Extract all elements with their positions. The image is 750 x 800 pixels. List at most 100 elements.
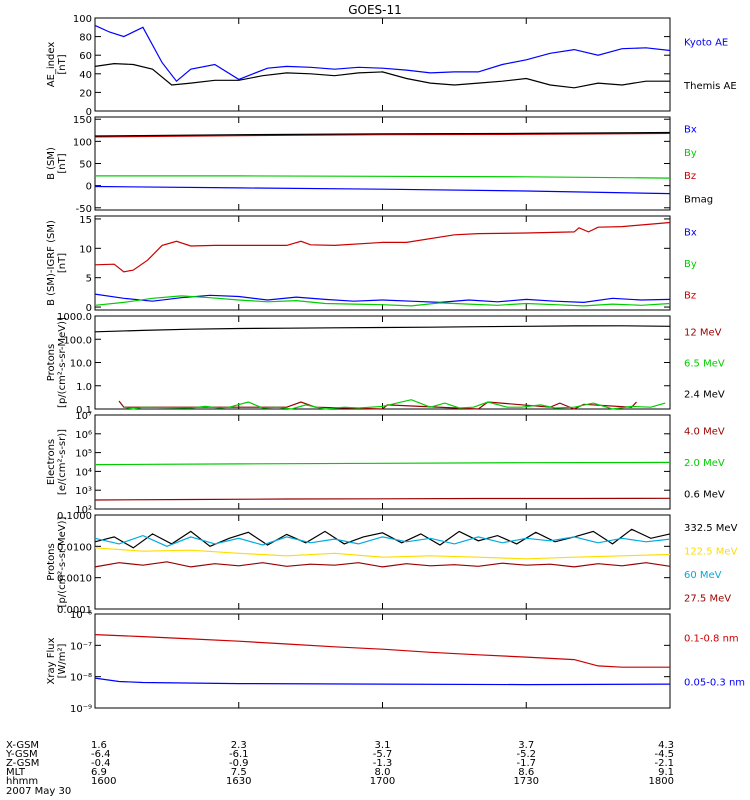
legend-entry: Bmag [684,194,713,205]
y-tick-label: 40 [79,70,92,81]
legend-entry: 332.5 MeV [684,523,738,534]
y-tick-label: 100 [73,14,92,25]
x-tick-label: -4.5 [654,749,674,760]
x-row-label: MLT [6,767,26,778]
y-tick-label: 0.0010 [57,574,92,585]
x-row-label: Z-GSM [6,758,39,769]
y-tick-label: 10 [79,244,92,255]
y-tick-label: 10⁶ [75,430,92,441]
x-tick-label: 4.3 [658,740,674,751]
legend-entry: 60 MeV [684,570,722,581]
x-tick-label: 1630 [226,776,251,787]
series-line [94,62,670,89]
y-axis-label: Electrons [46,439,57,485]
y-tick-label: 0.0001 [57,605,92,616]
x-row-label: X-GSM [6,740,39,751]
x-tick-label: -6.1 [229,749,249,760]
y-axis-unit: [nT] [57,54,68,74]
legend-entry: 4.0 MeV [684,427,725,438]
legend-entry: 27.5 MeV [684,593,731,604]
y-axis-unit: [nT] [57,253,68,273]
x-tick-label: 1.6 [91,740,107,751]
y-tick-label: 10² [75,505,92,516]
legend-entry: By [684,148,697,159]
y-tick-label: 10⁻⁶ [70,610,92,621]
series-line [94,132,671,138]
x-tick-label: -6.4 [91,749,111,760]
y-tick-label: 0 [86,303,92,314]
series-line [94,497,671,501]
series-line [94,185,671,195]
x-row-label: hhmm [6,776,38,787]
y-tick-label: 100 [73,137,92,148]
x-tick-label: 9.1 [658,767,674,778]
y-tick-label: -50 [76,204,92,215]
x-tick-label: -2.1 [654,758,674,769]
series-line [94,295,671,307]
legend-entry: By [684,259,697,270]
x-tick-label: 6.9 [91,767,107,778]
legend-entry: Kyoto AE [684,37,728,48]
legend-entry: 0.6 MeV [684,489,725,500]
legend-entry: 0.1-0.8 nm [684,634,739,645]
series-line [123,399,666,410]
y-axis-unit: [nT] [57,153,68,173]
y-tick-label: 60 [79,51,92,62]
legend-entry: 2.4 MeV [684,390,725,401]
series-line [94,325,671,333]
panel-1: 0 20 40 60 80 100 AE_index [nT] Kyoto AE Themis A… [46,14,737,118]
y-axis-label: AE_index [46,42,57,88]
y-tick-label: 1000.0 [57,312,92,323]
series-line [94,677,671,686]
legend-entry: 12 MeV [684,328,722,339]
date-label: 2007 May 30 [6,786,71,797]
series-line [94,534,671,547]
series-line [95,175,671,179]
y-axis-unit: [p/(cm²-s-sr-MeV)] [57,317,68,408]
x-tick-label: -1.7 [516,758,536,769]
series-line [94,561,671,568]
series-line [94,634,670,668]
y-axis-label: B (SM)-IGRF (SM) [46,220,57,306]
y-tick-label: 100.0 [63,335,92,346]
plot-title: GOES-11 [348,3,402,17]
x-tick-label: 1700 [370,776,395,787]
series-line [94,221,671,273]
y-tick-label: 20 [79,88,92,99]
x-tick-label: -0.9 [229,758,249,769]
panel-frame [94,514,671,610]
panel-5: 10² 10³ 10⁴ 10⁵ 10⁶ 10⁷ Electrons [e/(cm²-s-sr)… [46,411,725,516]
x-tick-label: 1800 [649,776,674,787]
y-axis-label: Protons [46,344,57,381]
x-tick-label: -1.3 [373,758,393,769]
x-tick-label: -5.2 [516,749,536,760]
y-tick-label: 10⁷ [75,411,92,422]
y-tick-label: 10.0 [70,359,92,370]
legend-entry: 2.0 MeV [684,458,725,469]
y-tick-label: 1.0 [76,382,92,393]
panel-2: -50 0 50 100 150 B (SM) [nT] Bx By Bz Bmag [46,115,713,215]
series-line [94,528,671,549]
y-tick-label: 0 [86,107,92,118]
series-line [94,461,671,466]
panel-frame [94,613,671,709]
x-tick-label: 7.5 [231,767,247,778]
panel-7: 10⁻⁹ 10⁻⁸ 10⁻⁷ 10⁻⁶ Xray Flux [W/m²] 0.1-0.8 n… [46,610,745,715]
y-axis-unit: [e/(cm²-s-sr)] [57,429,68,495]
x-tick-label: 3.1 [375,740,391,751]
x-row-label: Y-GSM [5,749,38,760]
y-tick-label: 5 [86,274,92,285]
y-axis-label: Protons [46,543,57,580]
y-tick-label: 0 [86,182,92,193]
x-tick-label: 1730 [514,776,539,787]
panel-3: 0 5 10 15 B (SM)-IGRF (SM) [nT] Bx By Bz [46,215,697,314]
y-tick-label: 0.1 [76,405,92,416]
y-tick-label: 10⁴ [75,467,92,478]
series-line [94,547,671,560]
y-axis-label: B (SM) [46,147,57,180]
legend-entry: Bz [684,171,696,182]
y-axis-unit: [p/(cm²-s-sr-MeV)] [57,516,68,607]
